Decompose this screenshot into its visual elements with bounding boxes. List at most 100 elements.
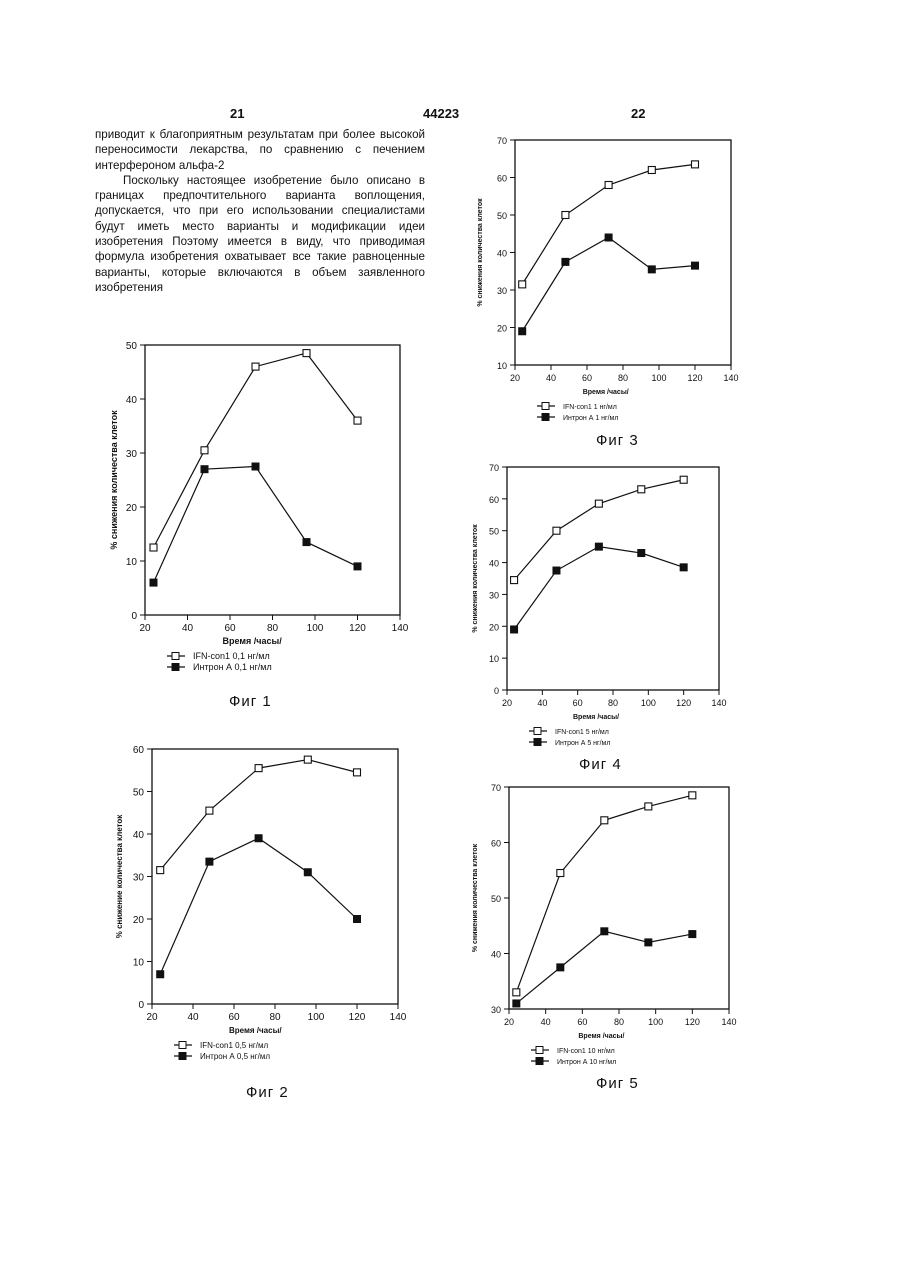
y-tick-label: 50 (126, 341, 138, 352)
data-point-filled-square (689, 931, 696, 938)
x-tick-label: 120 (687, 373, 702, 383)
y-axis-label: % снижения количества клеток (472, 524, 479, 633)
y-tick-label: 10 (489, 654, 499, 664)
x-tick-label: 40 (537, 698, 547, 708)
data-point-filled-square (354, 916, 361, 923)
figure-4-caption: Фиг 4 (579, 756, 622, 773)
data-point-filled-square (562, 258, 569, 265)
data-point-filled-square (680, 564, 687, 571)
data-point-open-square (157, 867, 164, 874)
y-tick-label: 50 (497, 211, 507, 221)
x-tick-label: 20 (504, 1017, 514, 1027)
page-number-left: 21 (230, 106, 244, 121)
x-tick-label: 120 (349, 1012, 366, 1023)
y-tick-label: 60 (491, 839, 501, 849)
x-tick-label: 100 (308, 1012, 325, 1023)
legend-label: IFN-con1 5 нг/мл (555, 729, 609, 736)
legend-marker (536, 1047, 543, 1054)
y-axis-label: % снижения количества клеток (477, 198, 484, 307)
legend-marker (172, 653, 179, 660)
y-tick-label: 40 (489, 559, 499, 569)
data-point-open-square (252, 363, 259, 370)
y-tick-label: 70 (489, 463, 499, 473)
series-line (516, 795, 692, 992)
x-tick-label: 40 (546, 373, 556, 383)
data-point-filled-square (252, 463, 259, 470)
x-tick-label: 20 (146, 1012, 158, 1023)
x-tick-label: 120 (685, 1017, 700, 1027)
y-tick-label: 70 (497, 136, 507, 146)
y-tick-label: 30 (497, 286, 507, 296)
legend-marker (179, 1053, 186, 1060)
data-point-filled-square (255, 835, 262, 842)
x-axis-label: Время /часы/ (578, 1033, 624, 1040)
data-point-filled-square (601, 928, 608, 935)
x-tick-label: 20 (139, 623, 151, 634)
data-point-open-square (562, 212, 569, 219)
x-tick-label: 60 (573, 698, 583, 708)
y-tick-label: 30 (126, 449, 138, 460)
plot-frame (509, 787, 729, 1009)
figure-2-caption: Фиг 2 (246, 1084, 289, 1101)
data-point-open-square (692, 161, 699, 168)
legend-label: Интрон А 0,5 нг/мл (200, 1052, 270, 1061)
x-tick-label: 120 (676, 698, 691, 708)
x-tick-label: 40 (541, 1017, 551, 1027)
plot-frame (152, 749, 398, 1004)
legend-label: IFN-con1 1 нг/мл (563, 404, 617, 411)
data-point-open-square (304, 756, 311, 763)
y-axis-label: % снижения количества клеток (109, 410, 119, 550)
data-point-open-square (557, 870, 564, 877)
data-point-filled-square (557, 964, 564, 971)
series-line (514, 547, 684, 630)
plot-frame (515, 140, 731, 365)
figure-5-chart: 204060801001201403040506070Время /часы/%… (465, 775, 765, 1085)
legend-marker (534, 739, 541, 746)
x-tick-label: 140 (392, 623, 409, 634)
x-axis-label: Время /часы/ (573, 714, 619, 721)
data-point-filled-square (354, 563, 361, 570)
x-axis-label: Время /часы/ (222, 636, 282, 646)
data-point-open-square (354, 769, 361, 776)
plot-frame (145, 345, 400, 615)
x-axis-label: Время /часы/ (583, 389, 629, 396)
data-point-open-square (553, 527, 560, 534)
x-tick-label: 80 (267, 623, 279, 634)
legend-label: Интрон А 10 нг/мл (557, 1059, 616, 1066)
page-number-right: 22 (631, 106, 645, 121)
y-tick-label: 40 (133, 830, 145, 841)
data-point-filled-square (304, 869, 311, 876)
y-tick-label: 10 (133, 958, 145, 969)
data-point-open-square (150, 544, 157, 551)
series-line (522, 238, 695, 332)
x-tick-label: 60 (228, 1012, 240, 1023)
x-tick-label: 20 (502, 698, 512, 708)
data-point-open-square (601, 817, 608, 824)
data-point-filled-square (692, 262, 699, 269)
body-text: приводит к благоприятным результатам при… (95, 127, 425, 295)
x-tick-label: 40 (182, 623, 194, 634)
data-point-open-square (513, 989, 520, 996)
data-point-open-square (648, 167, 655, 174)
y-tick-label: 30 (491, 1005, 501, 1015)
y-tick-label: 30 (133, 873, 145, 884)
data-point-open-square (519, 281, 526, 288)
series-line (160, 838, 357, 974)
y-axis-label: % снижения количества клеток (472, 843, 479, 952)
data-point-open-square (638, 486, 645, 493)
legend-marker (534, 728, 541, 735)
figure-5-caption: Фиг 5 (596, 1075, 639, 1092)
data-point-open-square (645, 803, 652, 810)
plot-frame (507, 467, 719, 690)
y-axis-label: % снижение количества клеток (115, 814, 124, 939)
figure-1-caption: Фиг 1 (229, 693, 272, 710)
data-point-open-square (511, 577, 518, 584)
data-point-filled-square (206, 858, 213, 865)
y-tick-label: 20 (497, 324, 507, 334)
y-tick-label: 50 (489, 527, 499, 537)
figure-3-chart: 2040608010012014010203040506070Время /ча… (470, 128, 770, 428)
x-tick-label: 100 (641, 698, 656, 708)
data-point-open-square (689, 792, 696, 799)
x-axis-label: Время /часы/ (229, 1026, 282, 1035)
patent-number: 44223 (423, 106, 459, 121)
